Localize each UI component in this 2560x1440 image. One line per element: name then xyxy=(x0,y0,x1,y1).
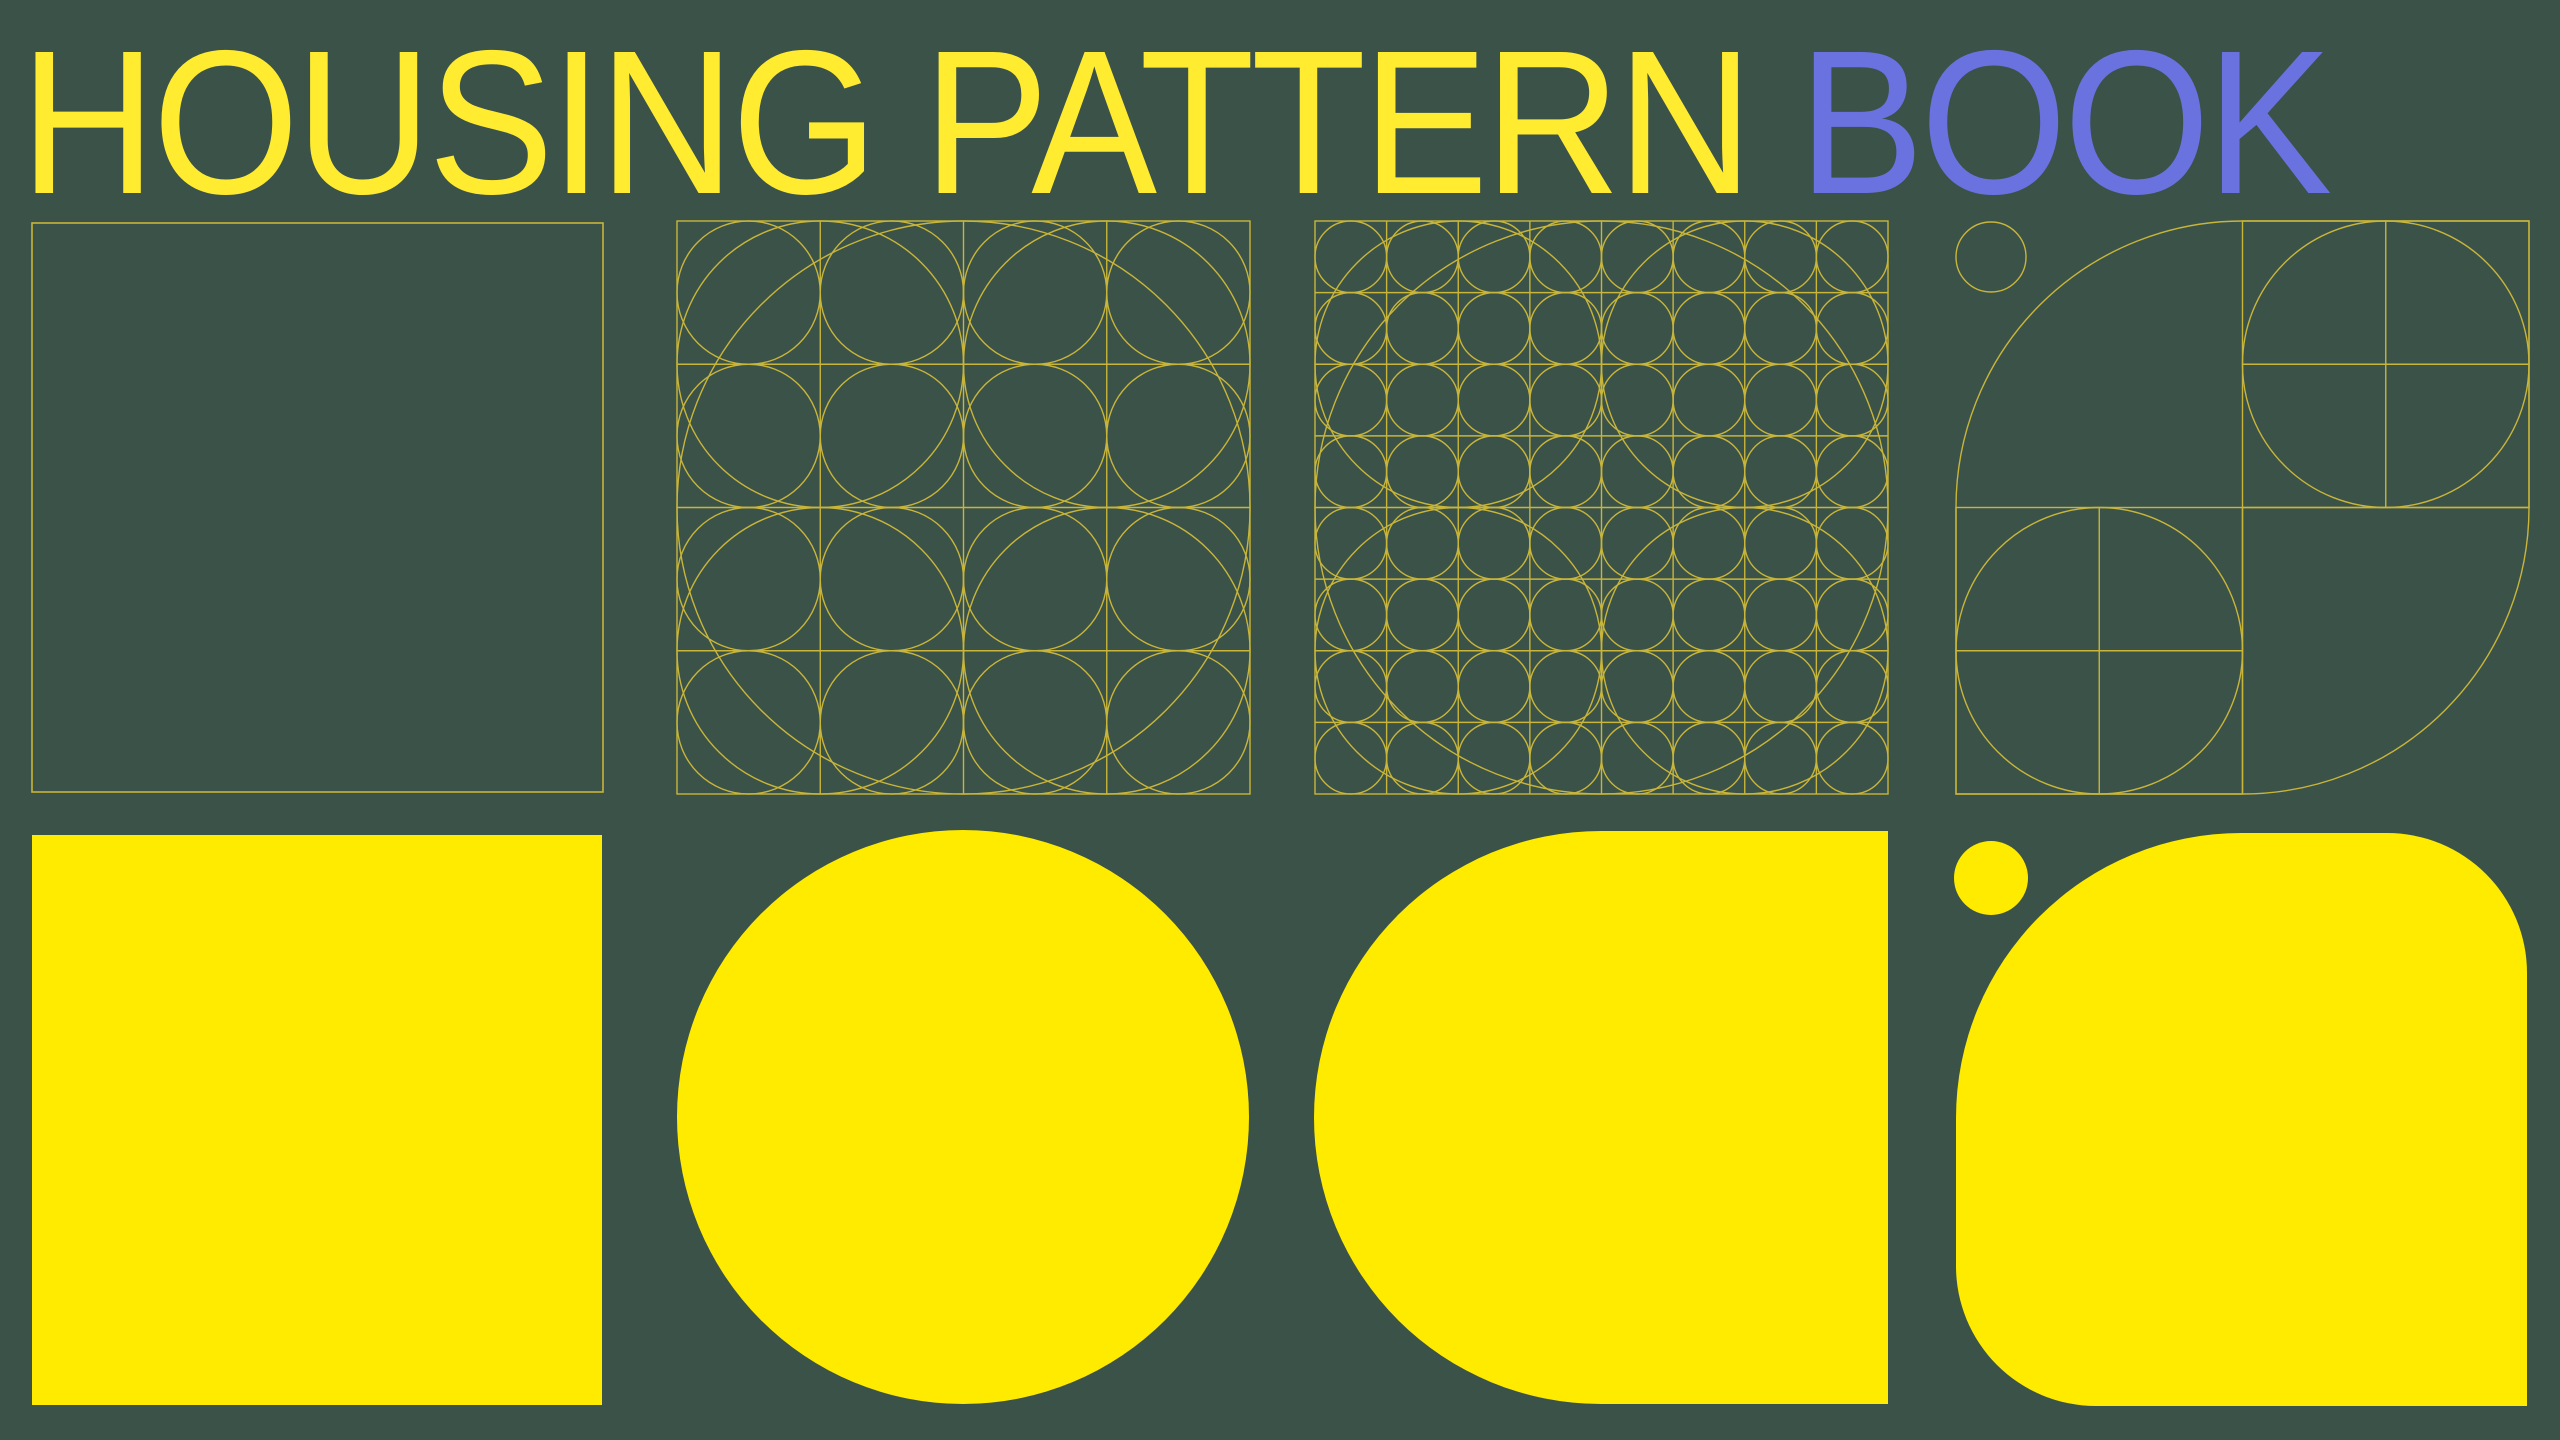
grid-circle xyxy=(1106,650,1251,795)
solid-dot-shape xyxy=(1954,841,2028,915)
grid-circle xyxy=(676,363,821,509)
grid-circle xyxy=(1385,220,1459,294)
grid-circle xyxy=(1457,721,1531,795)
grid-circle xyxy=(1672,650,1746,724)
grid-circle xyxy=(1815,363,1889,437)
grid-circle xyxy=(1457,650,1531,724)
grid-circle xyxy=(1385,578,1459,652)
solid-arch-shape xyxy=(1956,833,2527,1406)
grid-circle xyxy=(962,506,1108,652)
outline-square-drawing xyxy=(31,222,604,793)
grid-circle xyxy=(1672,721,1746,795)
grid-circle xyxy=(819,650,965,795)
grid-circle xyxy=(1529,721,1603,795)
grid-circle xyxy=(1385,435,1459,509)
grid-circle xyxy=(1529,578,1603,652)
grid-circle xyxy=(1815,220,1889,294)
circle-grid-2x2-drawing xyxy=(676,220,1251,795)
grid-circle xyxy=(1600,435,1674,509)
grid-circle xyxy=(1600,291,1674,365)
grid-circle xyxy=(1457,506,1531,580)
grid-circle xyxy=(1744,721,1818,795)
grid-circle xyxy=(1457,363,1531,437)
grid-circle xyxy=(1815,650,1889,724)
grid-circle xyxy=(1600,578,1674,652)
grid-circle xyxy=(1672,291,1746,365)
grid-circle xyxy=(1600,363,1674,437)
grid-circle xyxy=(1106,220,1251,365)
grid-circle xyxy=(1314,650,1388,724)
grid-circle xyxy=(1314,363,1388,437)
grid-circle xyxy=(1529,435,1603,509)
small-circle xyxy=(1955,221,2027,293)
grid-circle xyxy=(1457,291,1531,365)
grid-circle xyxy=(1672,363,1746,437)
grid-circle xyxy=(1600,650,1674,724)
solid-circle-shape xyxy=(677,830,1249,1404)
grid-circle xyxy=(1314,220,1388,294)
grid-circle xyxy=(962,220,1108,365)
grid-circle xyxy=(676,650,821,795)
grid-circle xyxy=(1529,506,1603,580)
grid-circle xyxy=(1385,506,1459,580)
grid-circle xyxy=(676,220,821,365)
grid-circle xyxy=(1815,291,1889,365)
grid-circle xyxy=(962,650,1108,795)
grid-outer-circle xyxy=(1314,220,1889,795)
grid-circle xyxy=(1744,220,1818,294)
grid-circle xyxy=(1314,578,1388,652)
grid-circle xyxy=(1385,291,1459,365)
grid-circle xyxy=(1457,435,1531,509)
grid-circle xyxy=(1529,220,1603,294)
grid-circle xyxy=(1815,506,1889,580)
quarter-round-construction-drawing xyxy=(1955,220,2530,795)
grid-circle xyxy=(1744,650,1818,724)
solid-square-shape xyxy=(32,835,602,1405)
grid-circle xyxy=(1744,506,1818,580)
grid-circle xyxy=(1600,721,1674,795)
grid-circle xyxy=(962,363,1108,509)
grid-circle xyxy=(1385,363,1459,437)
grid-circle xyxy=(1600,220,1674,294)
title-book: BOOK xyxy=(1798,8,2332,237)
grid-circle xyxy=(1529,650,1603,724)
grid-circle xyxy=(819,363,965,509)
grid-circle xyxy=(1314,721,1388,795)
grid-circle xyxy=(1744,578,1818,652)
grid-circle xyxy=(1672,506,1746,580)
grid-circle xyxy=(1672,220,1746,294)
grid-circle xyxy=(1744,435,1818,509)
grid-circle xyxy=(1106,363,1251,509)
grid-circle xyxy=(1600,506,1674,580)
solid-half-round-shape xyxy=(1314,831,1888,1404)
grid-circle xyxy=(1314,291,1388,365)
grid-circle xyxy=(1815,578,1889,652)
grid-circle xyxy=(1744,291,1818,365)
grid-outer-circle xyxy=(676,220,1251,795)
grid-circle xyxy=(1106,506,1251,652)
grid-circle xyxy=(1385,721,1459,795)
grid-circle xyxy=(1314,506,1388,580)
grid-circle xyxy=(1815,721,1889,795)
grid-circle xyxy=(1314,435,1388,509)
grid-circle xyxy=(1744,363,1818,437)
grid-circle xyxy=(1672,578,1746,652)
grid-circle xyxy=(1529,291,1603,365)
page-title: HOUSING PATTERN BOOK xyxy=(20,20,2332,225)
grid-circle xyxy=(1457,220,1531,294)
grid-quadrant-circle xyxy=(1600,506,1889,795)
grid-circle xyxy=(1529,363,1603,437)
grid-quadrant-circle xyxy=(962,506,1251,795)
grid-circle xyxy=(676,506,821,652)
grid-circle xyxy=(1672,435,1746,509)
grid-circle xyxy=(1815,435,1889,509)
grid-circle xyxy=(1457,578,1531,652)
title-housing-pattern: HOUSING PATTERN xyxy=(20,8,1753,237)
grid-circle xyxy=(819,220,965,365)
grid-circle xyxy=(1385,650,1459,724)
grid-circle xyxy=(819,506,965,652)
circle-grid-4x4-drawing xyxy=(1314,220,1889,795)
